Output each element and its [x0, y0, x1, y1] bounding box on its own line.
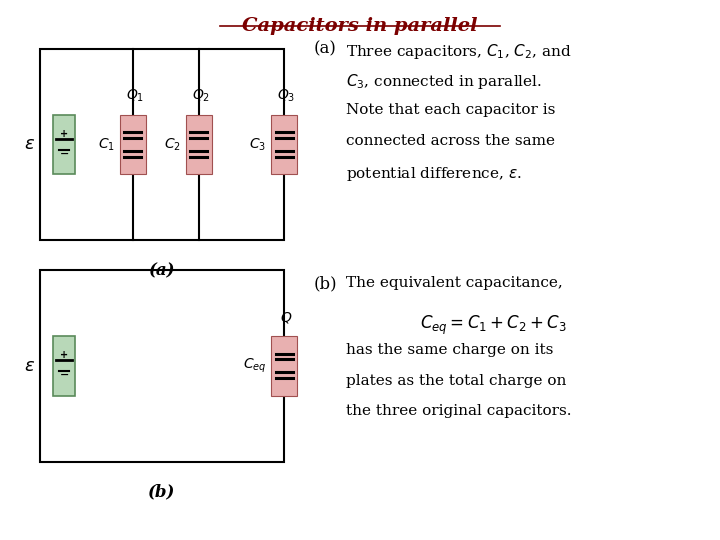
Text: Capacitors in parallel: Capacitors in parallel [242, 17, 478, 35]
Bar [40, 270, 284, 462]
Text: the three original capacitors.: the three original capacitors. [346, 404, 571, 418]
Text: $C_2$: $C_2$ [164, 136, 181, 153]
Bar [40, 49, 284, 240]
Text: $\varepsilon$: $\varepsilon$ [24, 136, 35, 153]
Text: potential difference, $\varepsilon$.: potential difference, $\varepsilon$. [346, 165, 521, 183]
Text: $C_3$, connected in parallel.: $C_3$, connected in parallel. [346, 72, 541, 91]
Text: $Q_3$: $Q_3$ [277, 87, 296, 104]
Text: −: − [59, 370, 69, 380]
Text: $Q_2$: $Q_2$ [192, 87, 210, 104]
Text: Note that each capacitor is: Note that each capacitor is [346, 103, 555, 117]
Text: $C_3$: $C_3$ [249, 136, 266, 153]
Text: has the same charge on its: has the same charge on its [346, 343, 553, 357]
Text: connected across the same: connected across the same [346, 134, 554, 148]
Bar [53, 115, 75, 174]
Bar [120, 115, 145, 174]
Text: $Q_1$: $Q_1$ [126, 87, 144, 104]
Bar [53, 336, 75, 395]
Text: (a): (a) [149, 262, 175, 279]
Text: +: + [60, 350, 68, 360]
Text: $\varepsilon$: $\varepsilon$ [24, 357, 35, 375]
Text: $C_1$: $C_1$ [98, 136, 114, 153]
Text: (a): (a) [313, 40, 336, 57]
Text: (b): (b) [313, 275, 337, 292]
Text: $C_{eq}$: $C_{eq}$ [243, 357, 266, 375]
Text: Three capacitors, $C_1$, $C_2$, and: Three capacitors, $C_1$, $C_2$, and [346, 42, 571, 60]
Bar [271, 336, 297, 395]
Text: +: + [60, 129, 68, 139]
Text: plates as the total charge on: plates as the total charge on [346, 374, 566, 388]
Text: −: − [59, 148, 69, 158]
Bar [186, 115, 212, 174]
Text: $C_{eq} = C_1 + C_2 + C_3$: $C_{eq} = C_1 + C_2 + C_3$ [420, 314, 567, 338]
Text: The equivalent capacitance,: The equivalent capacitance, [346, 276, 562, 291]
Bar [271, 115, 297, 174]
Text: $Q$: $Q$ [280, 310, 293, 325]
Text: (b): (b) [148, 483, 176, 500]
